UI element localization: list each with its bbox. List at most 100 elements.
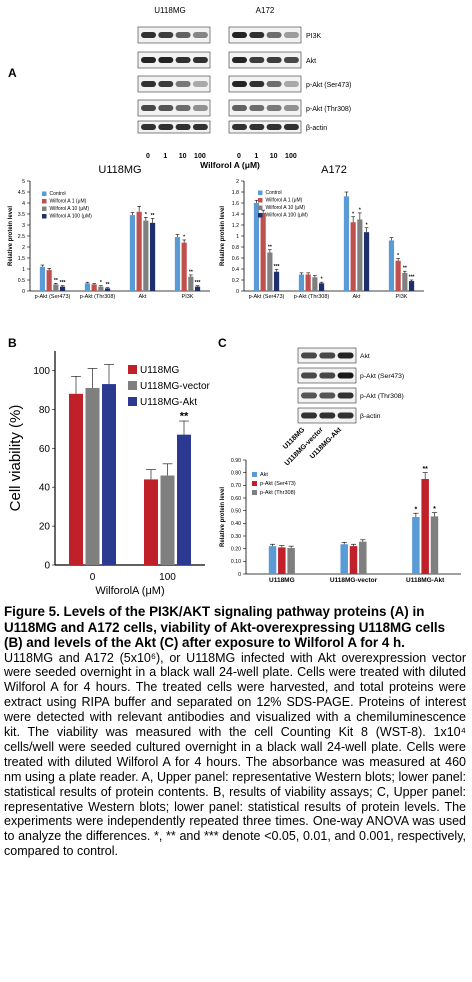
y-tick-label: 0.90 — [231, 458, 241, 464]
y-tick-label: 0.40 — [231, 521, 241, 527]
band-label: p-Akt (Ser473) — [306, 82, 352, 89]
bar — [395, 260, 401, 291]
y-tick-label: 2 — [22, 245, 25, 251]
legend-swatch — [258, 198, 263, 203]
blot-u118-title: U118MG — [154, 6, 185, 15]
significance-mark: ** — [268, 244, 272, 250]
bar — [408, 281, 415, 291]
legend-label: p-Akt (Thr308) — [260, 490, 296, 496]
bar — [350, 222, 356, 291]
protein-band — [141, 32, 156, 38]
bar — [53, 284, 59, 291]
significance-mark: * — [352, 211, 354, 217]
blot-strip — [137, 120, 211, 134]
dose-label: 1 — [163, 153, 167, 160]
bar — [149, 222, 156, 291]
bar — [260, 212, 266, 291]
band-label: Akt — [360, 353, 370, 360]
bar — [318, 283, 325, 291]
legend-label: Wilforol A 100 (μM) — [50, 214, 93, 220]
y-tick-label: 0.10 — [231, 559, 241, 565]
blot-strip — [137, 51, 211, 69]
legend-swatch — [128, 397, 137, 406]
protein-band — [192, 105, 208, 111]
figure-caption: Figure 5. Levels of the PI3K/AKT signali… — [4, 604, 466, 859]
y-tick-label: 0.70 — [231, 483, 241, 489]
dose-label: 10 — [179, 153, 187, 160]
legend-swatch — [258, 190, 263, 195]
protein-band — [249, 124, 265, 130]
legend-swatch — [42, 191, 47, 196]
protein-band — [232, 57, 247, 63]
caption-body: U118MG and A172 (5x10⁶), or U118MG infec… — [4, 650, 466, 859]
protein-band — [283, 57, 299, 63]
bar — [98, 286, 104, 291]
panel-c-letter: C — [218, 336, 227, 350]
bar — [363, 232, 370, 291]
y-axis-label: Relative protein level — [8, 206, 14, 266]
y-tick-label: 0.30 — [231, 534, 241, 540]
protein-band — [192, 32, 208, 38]
blot-strip — [228, 99, 302, 117]
significance-mark: * — [100, 280, 102, 286]
blot-strip — [228, 51, 302, 69]
legend-label: Wilforol A 100 (μM) — [266, 213, 309, 219]
y-tick-label: 20 — [39, 522, 51, 533]
bar — [287, 548, 295, 574]
significance-mark: * — [183, 234, 185, 240]
category-label: U118MG-Akt — [406, 577, 445, 584]
significance-mark: ** — [403, 266, 407, 272]
protein-band — [249, 81, 265, 87]
significance-mark: * — [145, 212, 147, 218]
legend-swatch — [128, 365, 137, 374]
bar — [273, 271, 280, 291]
legend-swatch — [42, 206, 47, 211]
legend-label: Akt — [260, 472, 268, 478]
legend-swatch — [252, 481, 257, 486]
y-tick-label: 0.2 — [232, 278, 239, 284]
significance-mark: ** — [54, 278, 58, 284]
category-label: Akt — [353, 294, 361, 300]
significance-mark: * — [397, 253, 399, 259]
protein-band — [249, 105, 265, 111]
bar — [305, 274, 311, 291]
legend-swatch — [258, 213, 263, 218]
caption-title: Figure 5. Levels of the PI3K/AKT signali… — [4, 604, 446, 650]
legend-label: Control — [50, 191, 66, 197]
y-tick-label: 100 — [33, 366, 50, 377]
significance-mark: *** — [60, 280, 66, 286]
treatment-label: Wilforol A (μM) — [200, 160, 260, 170]
legend-label: Wilforol A 10 (μM) — [266, 205, 306, 211]
protein-band — [192, 57, 208, 63]
y-tick-label: 0.50 — [231, 508, 241, 514]
dose-label: 100 — [285, 153, 297, 160]
y-tick-label: 0.4 — [232, 267, 239, 273]
protein-band — [319, 412, 336, 419]
bar — [349, 546, 358, 574]
chart-akt-levels: 0 0.10 0.20 0.30 0.40 0.50 0.60 0.70 0.80 0.90 Rel… — [220, 458, 461, 584]
y-tick-label: 40 — [39, 483, 51, 494]
legend-label: U118MG-vector — [140, 381, 211, 392]
protein-band — [141, 105, 156, 111]
bar — [194, 286, 201, 291]
bar — [430, 516, 439, 574]
legend-swatch — [128, 381, 137, 390]
protein-band — [158, 105, 174, 111]
y-tick-label: 1.4 — [232, 212, 239, 218]
legend-label: Wilforol A 1 (μM) — [266, 198, 303, 204]
bar — [278, 547, 286, 574]
blot-strip — [228, 26, 302, 44]
significance-mark: *** — [409, 275, 415, 281]
bar — [359, 541, 367, 574]
significance-mark: * — [414, 507, 417, 514]
significance-mark: ** — [151, 213, 155, 219]
bar — [357, 219, 363, 291]
bar — [174, 237, 181, 291]
chart-a172: A172 0 0.2 0.4 0.6 0.8 1 1.2 1.4 1.6 1.8 2 Relative … — [220, 164, 424, 300]
protein-band — [158, 32, 174, 38]
category-label: U118MG-vector — [330, 577, 378, 584]
protein-band — [232, 105, 247, 111]
significance-mark: ** — [189, 269, 193, 275]
bar — [340, 544, 348, 574]
